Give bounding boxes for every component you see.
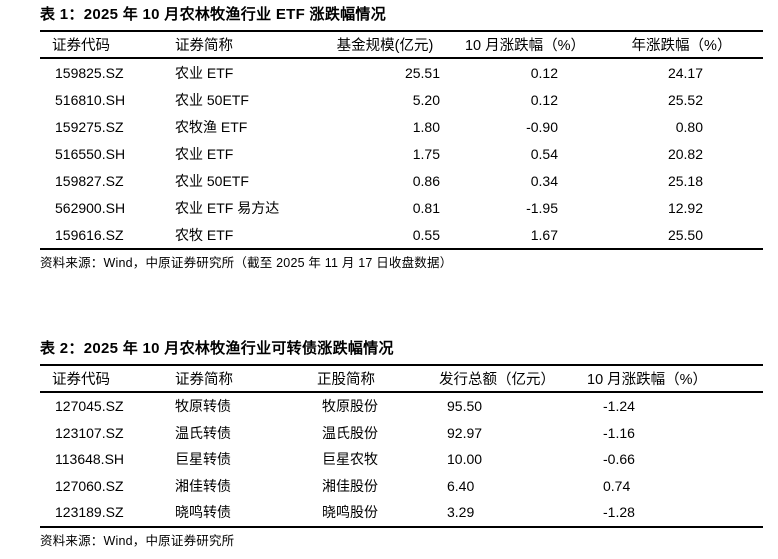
table-cell: 25.50: [667, 226, 703, 243]
table-row: 516810.SH 农业 50ETF 5.20 0.12 25.52: [40, 86, 763, 113]
table1-header-row: 证券代码 证券简称 基金规模(亿元) 10 月涨跌幅（%） 年涨跌幅（%）: [40, 31, 763, 58]
table-cell: 12.92: [667, 199, 703, 216]
column-header-oct-change: 10 月涨跌幅（%）: [587, 372, 708, 388]
table-cell: -0.66: [603, 451, 635, 468]
table1-title: 表 1：2025 年 10 月农林牧渔行业 ETF 涨跌幅情况: [40, 6, 387, 23]
column-header-code: 证券代码: [52, 372, 110, 388]
table-cell: 农业 ETF: [175, 64, 234, 81]
table-cell: 0.86: [412, 172, 440, 189]
table1-source-note: 资料来源：Wind，中原证券研究所（截至 2025 年 11 月 17 日收盘数…: [40, 256, 453, 270]
table-cell: 6.40: [447, 477, 475, 494]
column-header-fund-size: 基金规模(亿元): [336, 38, 434, 54]
table2-title: 表 2：2025 年 10 月农林牧渔行业可转债涨跌幅情况: [40, 340, 394, 357]
table-row: 562900.SH 农业 ETF 易方达 0.81 -1.95 12.92: [40, 194, 763, 221]
table-cell: 农牧渔 ETF: [175, 118, 248, 135]
table2-header: 证券代码 证券简称 正股简称 发行总额（亿元） 10 月涨跌幅（%）: [40, 365, 763, 392]
table-cell: 0.12: [530, 64, 558, 81]
table-cell: 0.34: [530, 172, 558, 189]
table-cell: 95.50: [447, 398, 483, 415]
table-cell: 湘佳股份: [322, 477, 378, 494]
table-cell: 0.81: [412, 199, 440, 216]
convertible-bond-table-section: 表 2：2025 年 10 月农林牧渔行业可转债涨跌幅情况 证券代码 证券简称 …: [40, 339, 778, 549]
table-cell: 0.74: [603, 477, 631, 494]
table-cell: 0.55: [412, 226, 440, 243]
table-cell: 1.80: [412, 118, 440, 135]
table-cell: 25.18: [667, 172, 703, 189]
table-cell: 0.54: [530, 145, 558, 162]
table-cell: 农业 50ETF: [175, 91, 249, 108]
table-cell: 牧原转债: [175, 398, 231, 415]
table-cell: 晓鸣股份: [322, 504, 378, 521]
table-cell: 24.17: [667, 64, 703, 81]
table-cell: 牧原股份: [322, 398, 378, 415]
table-cell: 温氏转债: [175, 424, 231, 441]
table-cell: 25.52: [667, 91, 703, 108]
column-header-bond-name: 证券简称: [175, 372, 233, 388]
table-cell: 516810.SH: [55, 91, 126, 108]
table-cell: 0.80: [675, 118, 703, 135]
table2-header-row: 证券代码 证券简称 正股简称 发行总额（亿元） 10 月涨跌幅（%）: [40, 365, 763, 392]
column-header-ytd-change: 年涨跌幅（%）: [631, 38, 732, 54]
table-cell: -1.95: [526, 199, 558, 216]
table-cell: 562900.SH: [55, 199, 126, 216]
table-cell: 3.29: [447, 504, 475, 521]
table-cell: 温氏股份: [322, 424, 378, 441]
column-header-oct-change: 10 月涨跌幅（%）: [464, 38, 586, 54]
column-header-issue-amount: 发行总额（亿元）: [439, 372, 555, 388]
table-cell: 农业 ETF: [175, 145, 234, 162]
table-cell: 127060.SZ: [55, 477, 124, 494]
etf-table-section: 表 1：2025 年 10 月农林牧渔行业 ETF 涨跌幅情况 证券代码 证券简…: [40, 5, 778, 271]
table-cell: 巨星农牧: [322, 451, 378, 468]
table-cell: 159827.SZ: [55, 172, 124, 189]
table-cell: 113648.SH: [55, 451, 125, 468]
table-row: 127045.SZ 牧原转债 牧原股份 95.50 -1.24: [40, 392, 763, 420]
table2-source-note: 资料来源：Wind，中原证券研究所: [40, 533, 235, 548]
table-row: 159827.SZ 农业 50ETF 0.86 0.34 25.18: [40, 167, 763, 194]
table-cell: 10.00: [447, 451, 483, 468]
table-cell: 516550.SH: [55, 145, 126, 162]
table-cell: 159275.SZ: [55, 118, 124, 135]
table-cell: -0.90: [526, 118, 558, 135]
column-header-name: 证券简称: [175, 38, 233, 54]
table-row: 123189.SZ 晓鸣转债 晓鸣股份 3.29 -1.28: [40, 499, 763, 527]
table-cell: 159825.SZ: [55, 64, 124, 81]
table-row: 159825.SZ 农业 ETF 25.51 0.12 24.17: [40, 58, 763, 86]
table2-body: 127045.SZ 牧原转债 牧原股份 95.50 -1.24 123107.SZ 温氏转债…: [40, 392, 763, 527]
table-cell: 1.75: [412, 145, 440, 162]
table-cell: 123189.SZ: [55, 504, 124, 521]
table1-header: 证券代码 证券简称 基金规模(亿元) 10 月涨跌幅（%） 年涨跌幅（%）: [40, 31, 763, 58]
table-cell: 巨星转债: [175, 451, 231, 468]
table-cell: 127045.SZ: [55, 398, 124, 415]
column-header-stock-name: 正股简称: [317, 372, 375, 388]
table-row: 127060.SZ 湘佳转债 湘佳股份 6.40 0.74: [40, 473, 763, 500]
table-cell: 1.67: [530, 226, 558, 243]
table-cell: 5.20: [412, 91, 440, 108]
column-header-code: 证券代码: [52, 38, 110, 54]
table-row: 159616.SZ 农牧 ETF 0.55 1.67 25.50: [40, 221, 763, 249]
table-cell: -1.28: [603, 504, 635, 521]
table-row: 123107.SZ 温氏转债 温氏股份 92.97 -1.16: [40, 420, 763, 447]
table-row: 516550.SH 农业 ETF 1.75 0.54 20.82: [40, 140, 763, 167]
etf-performance-table: 证券代码 证券简称 基金规模(亿元) 10 月涨跌幅（%） 年涨跌幅（%） 15…: [40, 30, 763, 250]
table-cell: 25.51: [404, 64, 440, 81]
table-cell: 农牧 ETF: [175, 226, 234, 243]
table-cell: 农业 ETF 易方达: [175, 199, 280, 216]
convertible-bond-table: 证券代码 证券简称 正股简称 发行总额（亿元） 10 月涨跌幅（%） 12704…: [40, 364, 763, 528]
table-cell: -1.24: [603, 398, 635, 415]
table-cell: 20.82: [667, 145, 703, 162]
table-cell: 0.12: [530, 91, 558, 108]
table-cell: 农业 50ETF: [175, 172, 249, 189]
table-cell: 123107.SZ: [55, 424, 124, 441]
table-row: 113648.SH 巨星转债 巨星农牧 10.00 -0.66: [40, 446, 763, 473]
table-row: 159275.SZ 农牧渔 ETF 1.80 -0.90 0.80: [40, 113, 763, 140]
table-cell: -1.16: [603, 424, 635, 441]
table-cell: 晓鸣转债: [175, 504, 231, 521]
table-cell: 92.97: [447, 424, 483, 441]
table-cell: 159616.SZ: [55, 226, 124, 243]
table1-body: 159825.SZ 农业 ETF 25.51 0.12 24.17 516810.SH 农业…: [40, 58, 763, 249]
table-cell: 湘佳转债: [175, 477, 231, 494]
